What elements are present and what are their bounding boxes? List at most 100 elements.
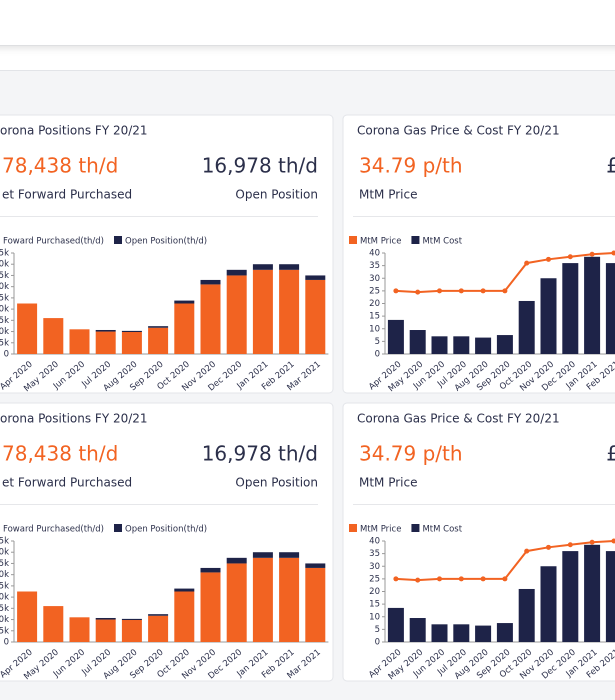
bar xyxy=(200,572,221,642)
bar xyxy=(121,618,142,621)
bar xyxy=(43,606,64,642)
y-tick-label: 15 xyxy=(369,600,380,610)
line-point xyxy=(524,260,530,266)
side-value: £ 3 xyxy=(606,154,615,178)
bar xyxy=(95,329,116,332)
legend-label: Foward Purchased(th/d) xyxy=(3,237,104,247)
side-value: 16,978 th/d xyxy=(202,154,318,178)
legend-label: Open Position(th/d) xyxy=(125,237,207,247)
y-tick-label: 0 xyxy=(375,350,380,360)
bar xyxy=(69,329,90,354)
line-point xyxy=(415,577,421,583)
line-point xyxy=(589,539,595,545)
bar xyxy=(69,617,90,642)
y-tick-label: 45k xyxy=(0,537,9,547)
line-point xyxy=(437,288,442,294)
y-tick-label: 10k xyxy=(0,615,9,625)
y-tick-label: 0 xyxy=(375,638,380,648)
bar xyxy=(200,567,221,573)
side-label: Open Position xyxy=(235,188,318,202)
bar xyxy=(305,275,326,280)
bar xyxy=(279,552,300,558)
legend-swatch xyxy=(411,524,420,532)
line-point xyxy=(546,544,551,550)
line-point xyxy=(502,576,508,582)
y-tick-label: 40 xyxy=(369,537,380,547)
bar xyxy=(562,551,579,642)
bar xyxy=(174,303,195,354)
main-value: 78,438 th/d xyxy=(2,154,118,178)
y-tick-label: 40k xyxy=(0,260,9,270)
y-tick-label: 30k xyxy=(0,282,9,292)
y-tick-label: 40k xyxy=(0,548,9,558)
y-tick-label: 10 xyxy=(369,612,380,622)
bar xyxy=(540,278,557,354)
bar xyxy=(252,269,273,354)
bar xyxy=(121,330,142,333)
line-point xyxy=(502,288,508,294)
main-value: 78,438 th/d xyxy=(2,442,118,466)
y-tick-label: 5 xyxy=(375,337,380,347)
y-tick-label: 10k xyxy=(0,327,9,337)
y-tick-label: 35 xyxy=(369,261,380,271)
card xyxy=(0,402,334,682)
bar xyxy=(95,619,116,642)
bar xyxy=(148,614,169,616)
bar xyxy=(496,335,513,354)
card-title: orona Positions FY 20/21 xyxy=(0,412,148,426)
y-tick-label: 20 xyxy=(369,587,380,597)
bar xyxy=(584,256,601,354)
side-value: £ 3 xyxy=(606,442,615,466)
line-point xyxy=(611,538,615,544)
legend-swatch xyxy=(349,524,357,532)
legend-swatch xyxy=(114,524,122,532)
line-point xyxy=(480,576,486,582)
card-title: Corona Gas Price & Cost FY 20/21 xyxy=(357,124,560,138)
bar xyxy=(226,275,247,354)
bar xyxy=(252,557,273,642)
bar xyxy=(43,318,64,354)
bar xyxy=(226,563,247,642)
y-tick-label: 25 xyxy=(369,574,380,584)
main-label: et Forward Purchased xyxy=(2,476,132,490)
legend-swatch xyxy=(349,236,357,244)
bar xyxy=(518,588,535,642)
legend-label: Open Position(th/d) xyxy=(125,525,207,535)
bar xyxy=(409,618,426,642)
bar xyxy=(431,624,448,642)
bar xyxy=(453,336,470,354)
bar xyxy=(562,263,579,354)
bar xyxy=(174,591,195,642)
y-tick-label: 35 xyxy=(369,549,380,559)
y-tick-label: 40 xyxy=(369,249,380,259)
bar xyxy=(121,332,142,354)
bar xyxy=(226,269,247,276)
bar xyxy=(305,279,326,354)
y-tick-label: 30 xyxy=(369,274,380,284)
card xyxy=(0,114,334,394)
y-tick-label: 5k xyxy=(0,626,9,636)
y-tick-label: 20k xyxy=(0,593,9,603)
bar xyxy=(475,625,492,642)
legend-label: MtM Price xyxy=(360,525,401,535)
line-point xyxy=(437,576,442,582)
bar xyxy=(252,552,273,558)
y-tick-label: 45k xyxy=(0,249,9,259)
bar xyxy=(17,303,38,354)
bar xyxy=(121,620,142,642)
line-point xyxy=(611,250,615,256)
bar xyxy=(279,557,300,642)
y-tick-label: 5k xyxy=(0,338,9,348)
main-label: et Forward Purchased xyxy=(2,188,132,202)
card-title: orona Positions FY 20/21 xyxy=(0,124,148,138)
bar xyxy=(17,591,38,642)
bar xyxy=(605,263,615,354)
bar xyxy=(279,269,300,354)
y-tick-label: 30 xyxy=(369,562,380,572)
line-point xyxy=(589,251,595,257)
bar xyxy=(305,563,326,568)
bar xyxy=(409,330,426,354)
line-point xyxy=(480,288,486,294)
bar xyxy=(95,331,116,354)
line-point xyxy=(524,548,530,554)
